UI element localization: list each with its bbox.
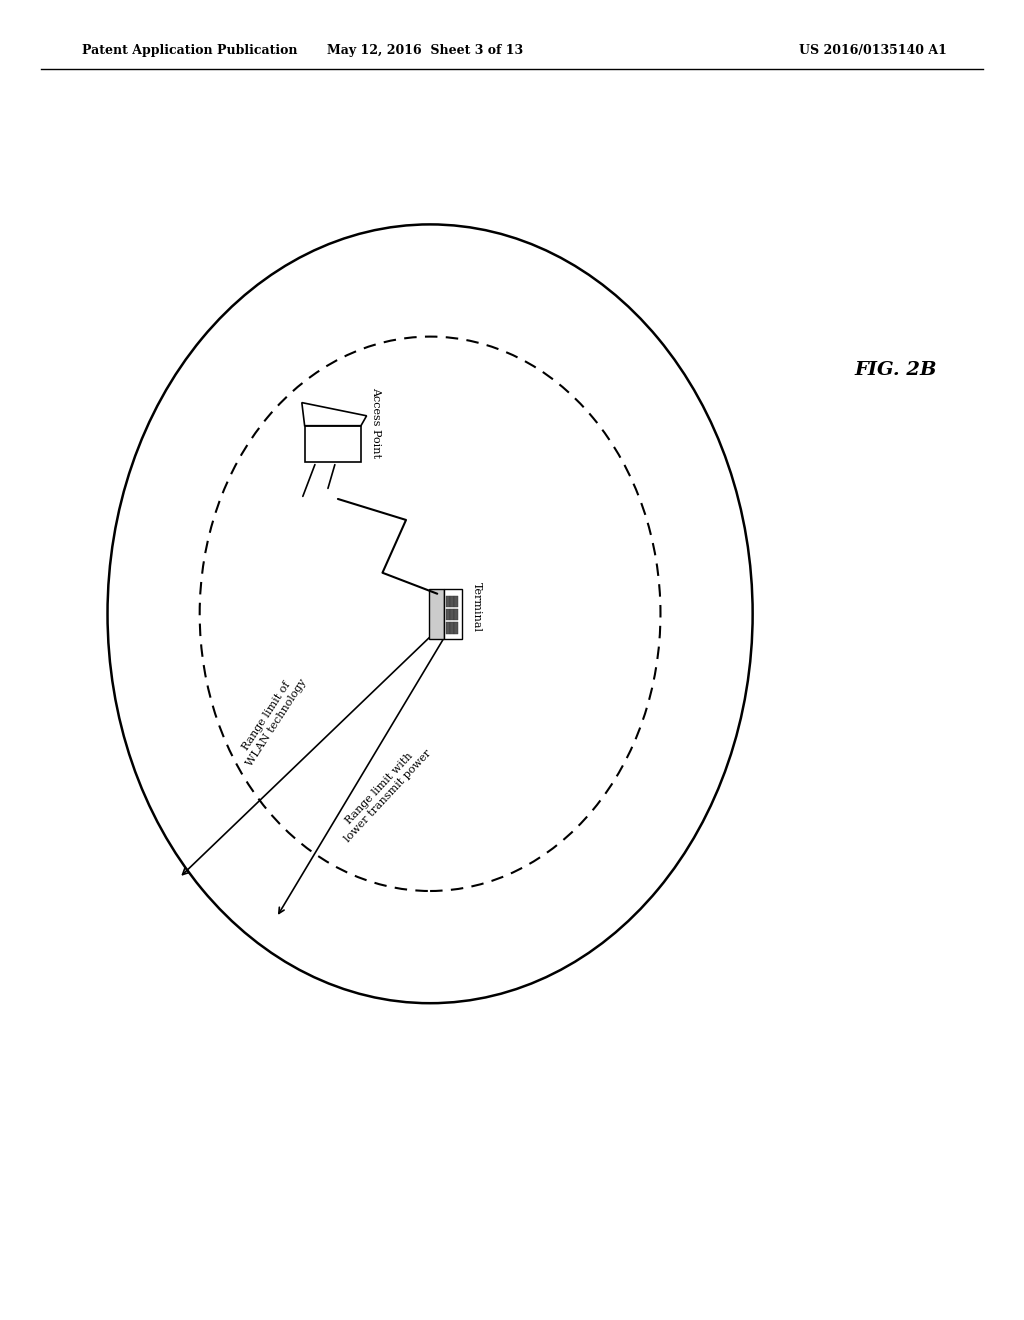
Bar <box>445 610 450 620</box>
Text: Access Point: Access Point <box>372 387 381 458</box>
Text: Range limit of
WLAN technology: Range limit of WLAN technology <box>234 671 308 768</box>
Text: Patent Application Publication: Patent Application Publication <box>82 44 297 57</box>
Bar <box>455 610 458 620</box>
Text: Range limit with
lower transmit power: Range limit with lower transmit power <box>335 741 433 843</box>
Text: FIG. 2B: FIG. 2B <box>855 360 937 379</box>
Text: US 2016/0135140 A1: US 2016/0135140 A1 <box>799 44 946 57</box>
Bar <box>305 425 360 462</box>
Polygon shape <box>302 403 367 425</box>
Bar <box>451 610 454 620</box>
Bar <box>455 623 458 634</box>
Bar <box>443 589 462 639</box>
Bar <box>445 597 450 607</box>
Bar <box>451 597 454 607</box>
Bar <box>445 623 450 634</box>
Text: May 12, 2016  Sheet 3 of 13: May 12, 2016 Sheet 3 of 13 <box>327 44 523 57</box>
Text: Terminal: Terminal <box>472 582 482 632</box>
Bar <box>429 589 443 639</box>
Bar <box>451 623 454 634</box>
Bar <box>455 597 458 607</box>
